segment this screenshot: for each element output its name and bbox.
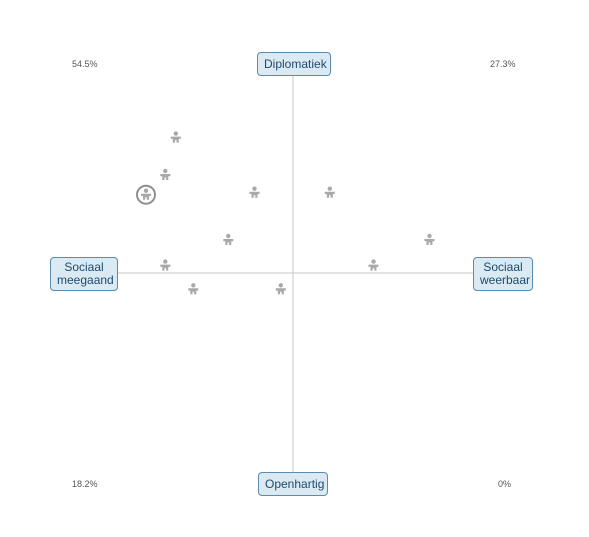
axis-label-left: Sociaal meegaand <box>50 257 118 291</box>
quadrant-percentage-bottom-right: 0% <box>498 479 512 489</box>
data-point-5[interactable] <box>324 186 335 198</box>
data-point-2[interactable] <box>160 168 171 180</box>
person-icon <box>160 174 171 180</box>
data-point-4[interactable] <box>249 186 260 198</box>
person-icon <box>223 239 234 245</box>
axis-label-top: Diplomatiek <box>257 52 331 76</box>
person-icon <box>249 191 260 198</box>
person-icon <box>424 239 435 245</box>
person-icon-head <box>163 168 168 174</box>
person-icon <box>324 191 335 198</box>
data-point-8[interactable] <box>160 259 171 271</box>
data-point-1[interactable] <box>170 131 181 143</box>
person-icon-head <box>226 233 231 239</box>
person-icon-head <box>327 186 332 191</box>
person-icon-head <box>191 283 196 288</box>
person-icon-head <box>278 283 283 288</box>
person-icon <box>275 288 286 295</box>
person-icon-head <box>371 259 376 264</box>
axis-label-bottom: Openhartig <box>258 472 328 496</box>
person-icon-head <box>252 186 257 191</box>
person-icon <box>188 288 199 295</box>
person-icon-head <box>173 131 178 136</box>
person-icon <box>141 193 151 200</box>
quadrant-percentage-bottom-left: 18.2% <box>72 479 98 489</box>
quadrant-percentage-top-left: 54.5% <box>72 59 98 69</box>
quadrant-percentage-top-right: 27.3% <box>490 59 516 69</box>
data-point-6[interactable] <box>223 233 234 245</box>
person-icon <box>160 264 171 271</box>
person-icon-head <box>163 259 168 264</box>
data-point-7[interactable] <box>424 233 435 245</box>
data-point-10[interactable] <box>188 283 199 295</box>
highlight-ring <box>136 184 156 205</box>
person-icon-head <box>427 233 432 239</box>
person-icon <box>368 264 379 271</box>
axis-label-right: Sociaal weerbaar <box>473 257 533 291</box>
data-point-11[interactable] <box>275 283 286 295</box>
person-icon-head <box>143 188 149 193</box>
data-point-9[interactable] <box>368 259 379 271</box>
points-layer <box>136 131 435 295</box>
data-point-3[interactable] <box>136 184 156 205</box>
person-icon <box>170 136 181 143</box>
